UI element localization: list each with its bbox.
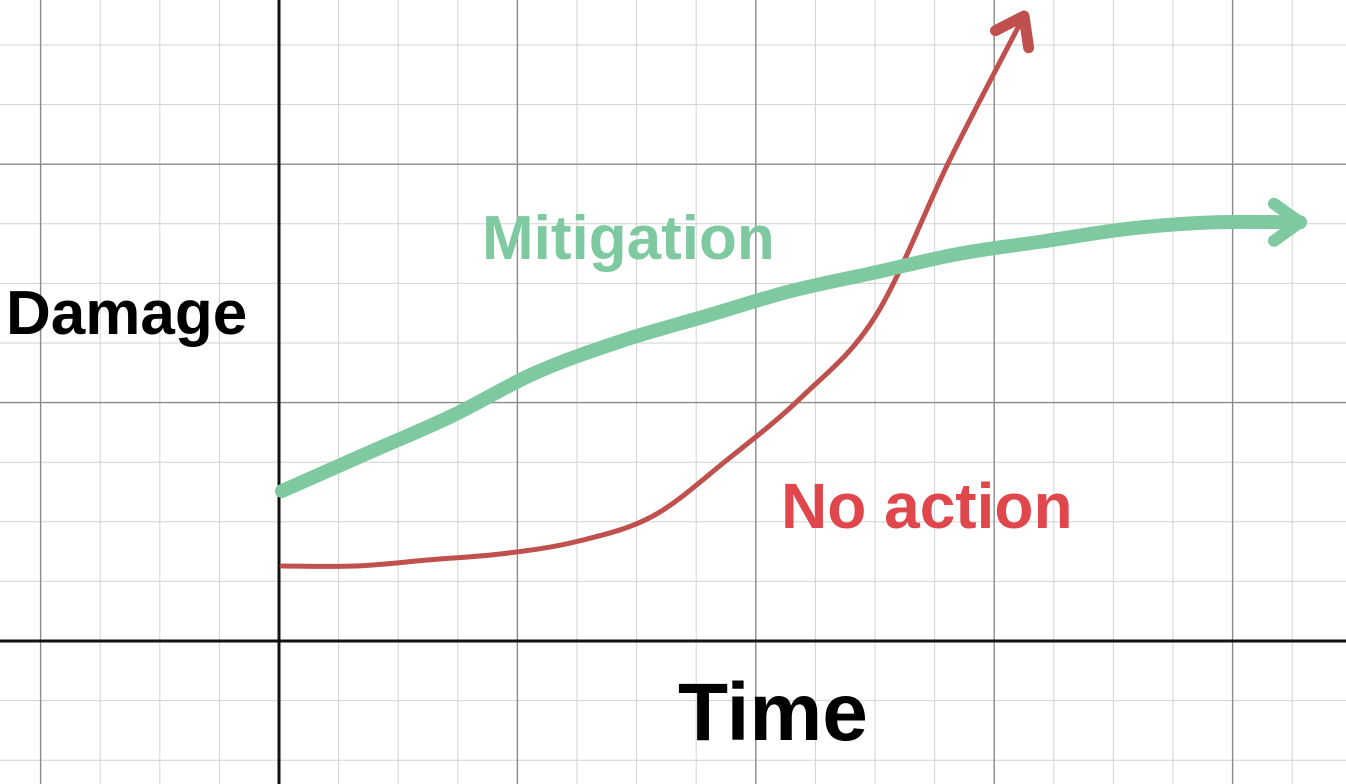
- x-axis-label: Time: [678, 667, 868, 758]
- series-mitigation-arrowhead: [1268, 197, 1306, 247]
- series-no-action-label: No action: [781, 470, 1073, 542]
- series-mitigation-line: [275, 214, 1307, 498]
- y-axis-label: Damage: [6, 279, 247, 348]
- series-mitigation-label: Mitigation: [482, 204, 775, 273]
- series-no-action-arrowhead: [990, 10, 1035, 54]
- series-no-action-line: [279, 13, 1027, 569]
